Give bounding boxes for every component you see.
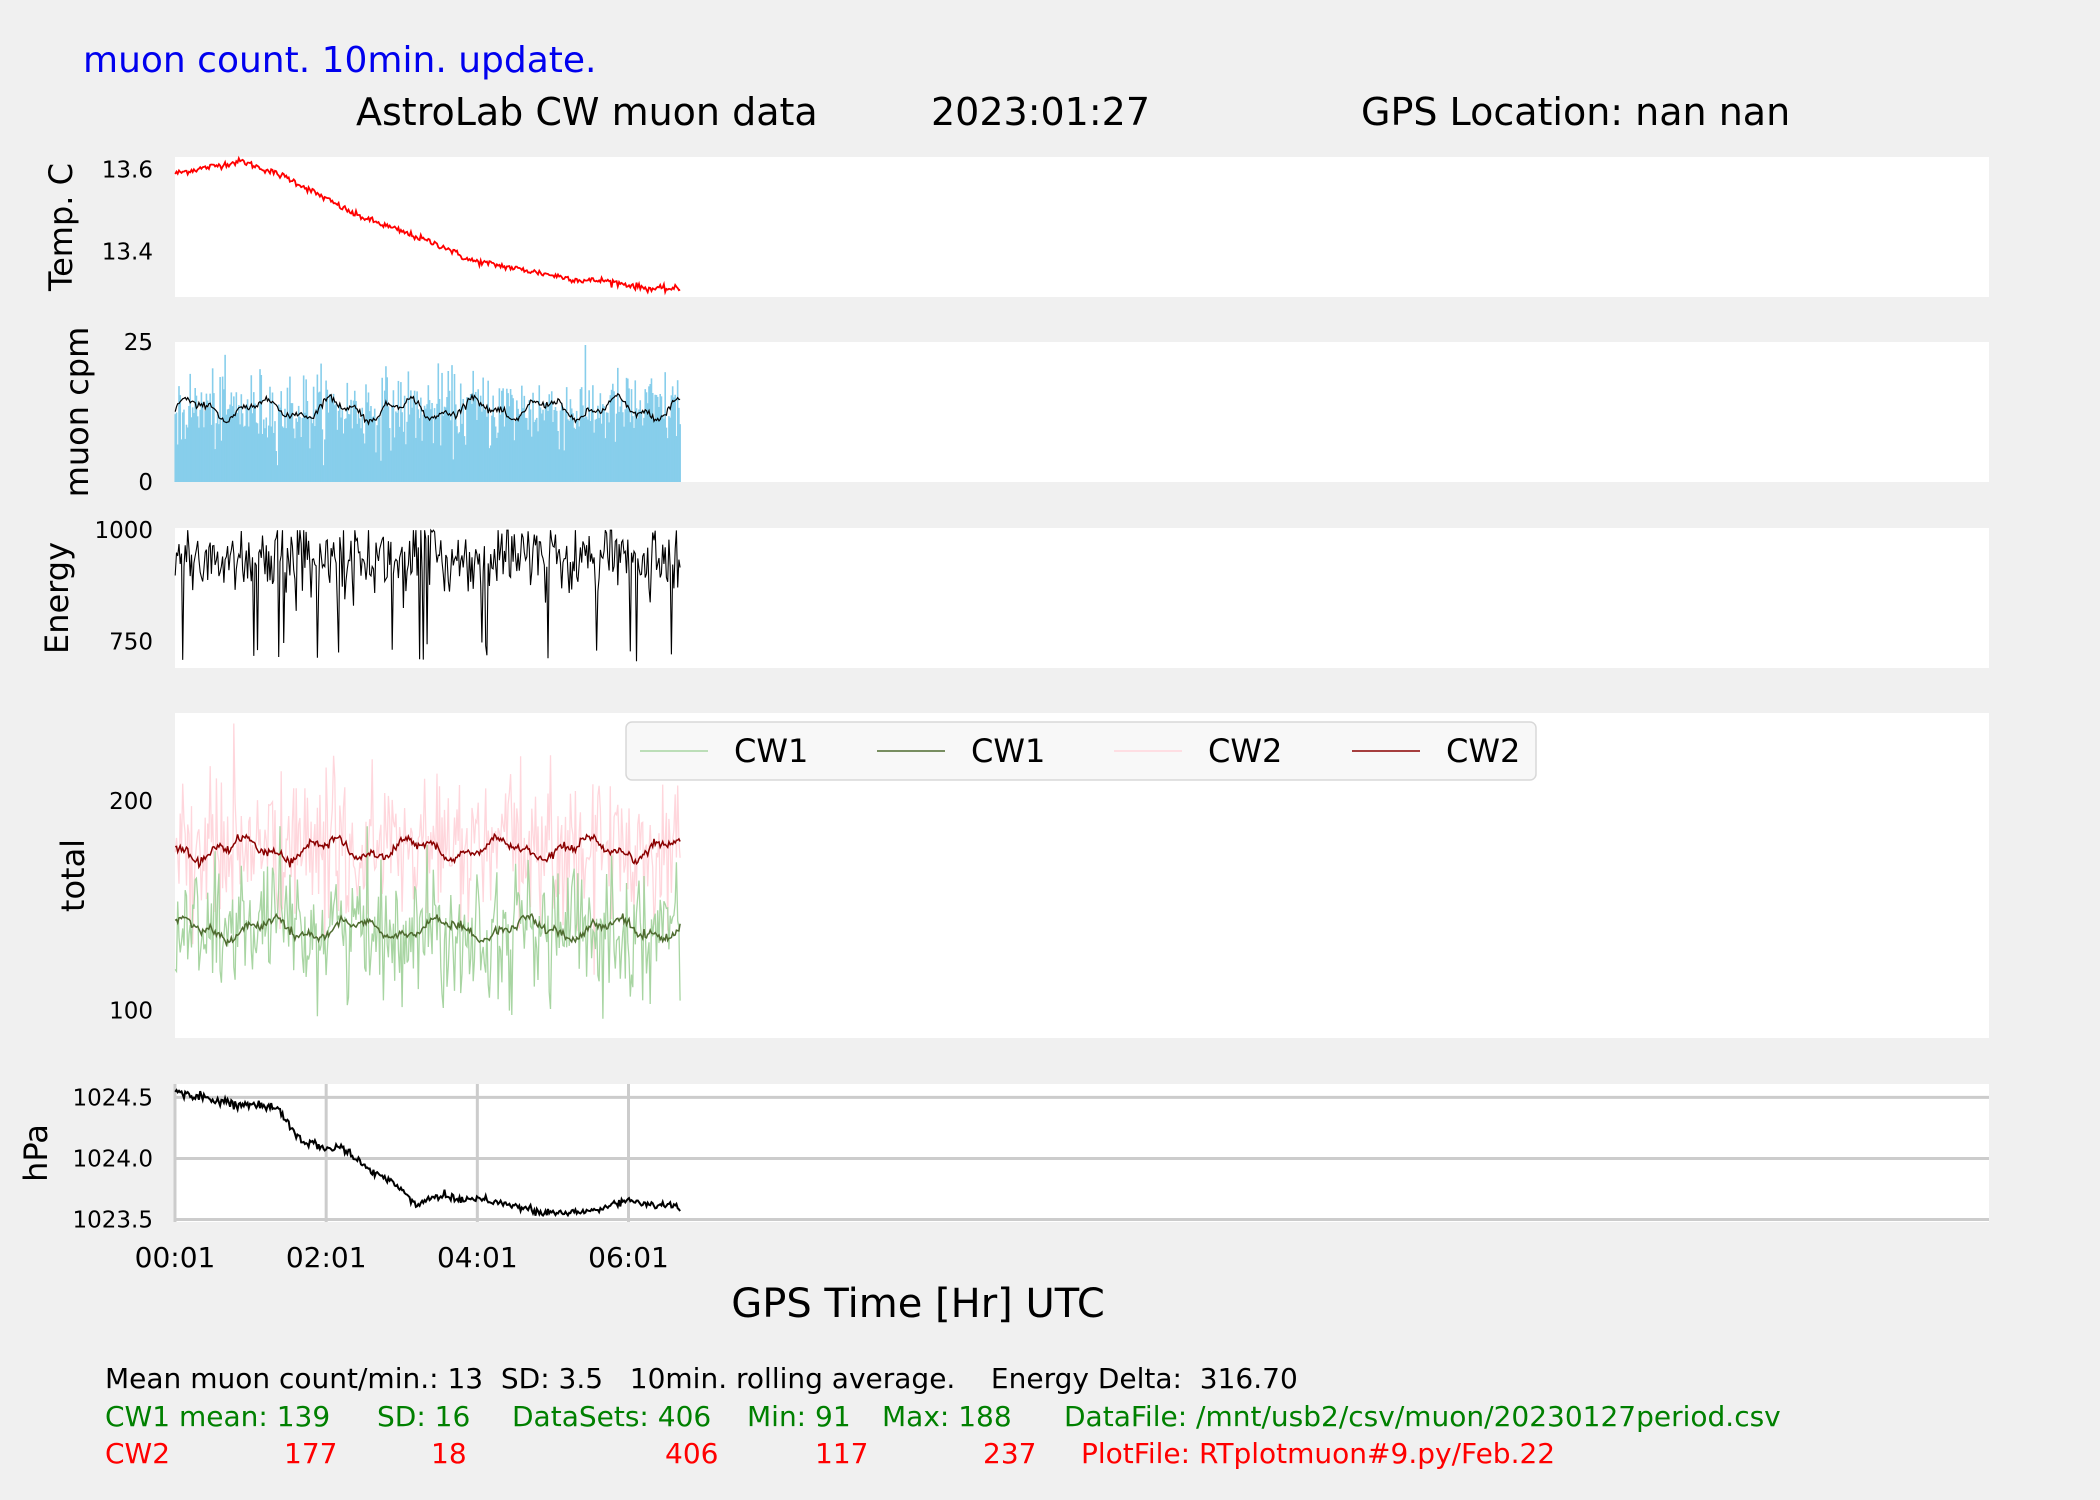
cw2-min: 117 <box>815 1437 869 1470</box>
cw1-max: Max: 188 <box>882 1400 1012 1433</box>
panel-5-ytick-label-1: 1024.0 <box>73 1146 153 1172</box>
x-axis-label: GPS Time [Hr] UTC <box>731 1281 1105 1327</box>
panel-5-ytick-label-2: 1024.5 <box>73 1085 153 1111</box>
energy-line <box>174 528 681 662</box>
cw1-sd: SD: 16 <box>377 1400 471 1433</box>
gps-location: GPS Location: nan nan <box>1361 90 1791 134</box>
panel-4-ytick-label-1: 200 <box>109 789 153 815</box>
legend-label-1: CW1 <box>971 732 1045 770</box>
stats-summary: Mean muon count/min.: 13 SD: 3.5 10min. … <box>105 1362 1298 1395</box>
panel-3-background <box>175 528 1989 668</box>
panel-3-ytick-label-0: 750 <box>109 629 153 655</box>
xtick-label-3: 06:01 <box>588 1241 669 1274</box>
cw2-sd: 18 <box>431 1437 467 1470</box>
cw2-max: 237 <box>983 1437 1037 1470</box>
panel-3-ytick-label-1: 1000 <box>94 518 153 544</box>
cw2-datasets: 406 <box>665 1437 719 1470</box>
panel-5-ylabel: hPa <box>17 1124 55 1182</box>
xtick-label-1: 02:01 <box>286 1241 367 1274</box>
data-file: DataFile: /mnt/usb2/csv/muon/20230127per… <box>1064 1400 1781 1433</box>
panel-1-series-line <box>174 155 681 296</box>
muon-rolling-average-line <box>174 392 681 426</box>
plot-file: PlotFile: RTplotmuon#9.py/Feb.22 <box>1081 1437 1556 1470</box>
chart-subtitle: muon count. 10min. update. <box>83 40 597 81</box>
panel-5-series-line <box>174 1088 681 1218</box>
panel-1-ytick-label-1: 13.6 <box>102 157 153 183</box>
cw2-mean: 177 <box>284 1437 338 1470</box>
total-series-cw1-raw <box>174 826 681 1019</box>
total-series-cw1-avg <box>174 912 681 948</box>
chart-title: AstroLab CW muon data <box>356 90 818 134</box>
cw1-datasets: DataSets: 406 <box>512 1400 712 1433</box>
panel-3-ylabel: Energy <box>38 542 76 654</box>
panel-1-ytick-label-0: 13.4 <box>102 240 153 266</box>
cw1-min: Min: 91 <box>747 1400 851 1433</box>
cw1-mean: CW1 mean: 139 <box>105 1400 331 1433</box>
legend-label-3: CW2 <box>1446 732 1520 770</box>
chart-date: 2023:01:27 <box>931 90 1151 134</box>
panel-4-ytick-label-0: 100 <box>109 999 153 1025</box>
panel-4-ylabel: total <box>54 839 92 912</box>
xtick-label-0: 00:01 <box>135 1241 216 1274</box>
panel-5-ytick-label-0: 1023.5 <box>73 1208 153 1234</box>
muon-bars <box>174 345 681 482</box>
panel-2-ytick-label-1: 25 <box>124 330 153 356</box>
cw2-label: CW2 <box>105 1437 171 1470</box>
panel-1-background <box>175 157 1989 297</box>
panel-5-background <box>175 1084 1989 1222</box>
legend-label-2: CW2 <box>1208 732 1282 770</box>
panel-2-ytick-label-0: 0 <box>138 470 153 496</box>
panel-1-ylabel: Temp. C <box>42 163 80 292</box>
panel-2-ylabel: muon cpm <box>58 327 96 498</box>
xtick-label-2: 04:01 <box>437 1241 518 1274</box>
legend-label-0: CW1 <box>734 732 808 770</box>
legend-box <box>625 721 1537 781</box>
total-series-cw2-avg <box>175 832 681 870</box>
